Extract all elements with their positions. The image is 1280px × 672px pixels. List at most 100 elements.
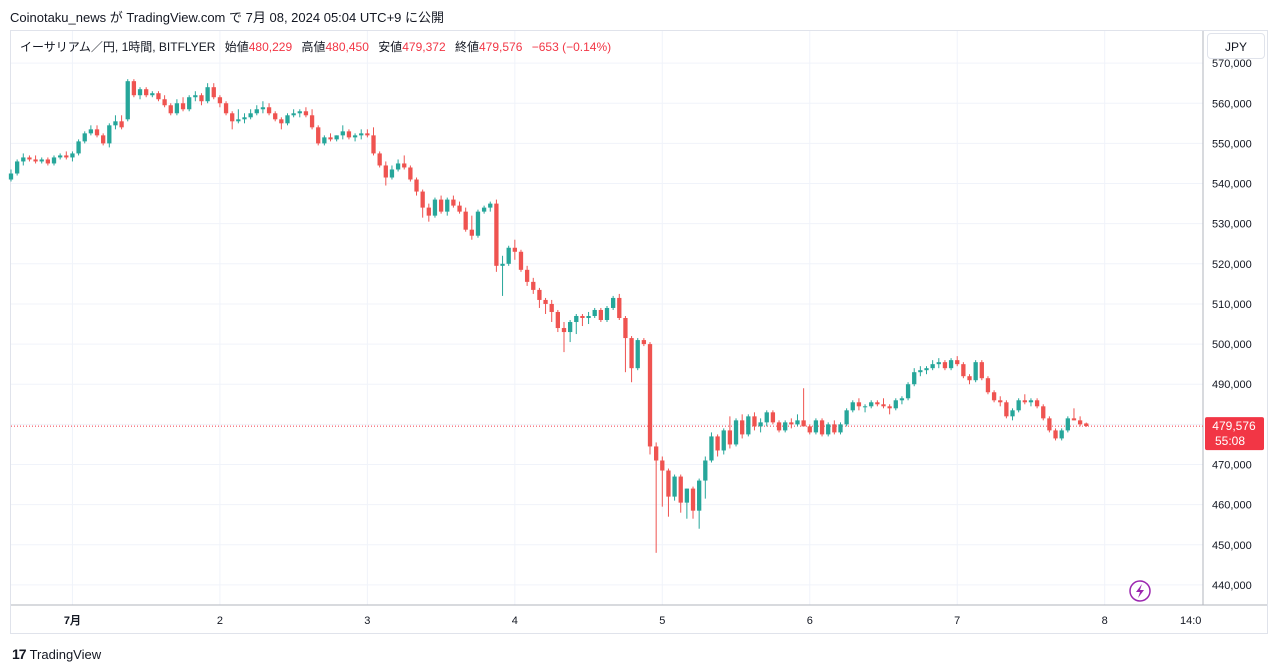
currency-button[interactable]: JPY — [1207, 33, 1265, 59]
candle — [1010, 408, 1015, 421]
candle — [88, 125, 94, 136]
candle — [223, 101, 229, 116]
candle-body — [187, 97, 192, 110]
candle-body — [752, 416, 757, 427]
candle — [887, 404, 892, 415]
candle-body — [500, 263, 505, 266]
candle — [346, 129, 352, 140]
candle — [740, 414, 745, 439]
candle-body — [1004, 402, 1009, 417]
site-name[interactable]: TradingView.com — [126, 10, 226, 25]
symbol-title[interactable]: イーサリアム／円, 1時間, BITFLYER — [20, 40, 216, 54]
candle-body — [789, 422, 794, 425]
candle — [543, 297, 548, 314]
lightning-icon[interactable] — [1129, 580, 1151, 602]
candle — [76, 139, 81, 156]
y-tick-label: 550,000 — [1212, 138, 1252, 150]
candle-body — [826, 424, 831, 435]
candle-body — [475, 211, 481, 236]
candle-body — [629, 338, 634, 369]
candle-body — [524, 269, 530, 282]
candle-body — [850, 402, 855, 411]
candle-body — [875, 402, 880, 405]
candle-body — [76, 141, 81, 154]
candle — [481, 205, 487, 214]
candle-body — [721, 430, 726, 451]
candle-body — [985, 378, 991, 393]
candle — [248, 109, 253, 120]
candle — [199, 93, 204, 106]
candle-body — [279, 119, 284, 124]
candle — [107, 123, 112, 148]
tradingview-logo-icon[interactable]: 17 — [12, 646, 27, 662]
candle — [488, 201, 493, 212]
candle — [156, 91, 161, 102]
candle-body — [359, 133, 364, 136]
candle — [1084, 422, 1089, 427]
candle — [303, 107, 309, 118]
candle-body — [678, 476, 683, 503]
candle-body — [881, 404, 886, 407]
candle — [1077, 416, 1083, 427]
candle — [961, 362, 966, 379]
candle-body — [912, 372, 917, 385]
candle — [604, 305, 610, 323]
y-tick-label: 540,000 — [1212, 179, 1252, 191]
candle-body — [807, 426, 812, 433]
candle — [924, 366, 929, 375]
publish-datetime: 7月 08, 2024 05:04 UTC+9 — [245, 10, 402, 25]
price-tag-box — [1205, 417, 1264, 451]
candle — [998, 396, 1003, 407]
candle — [580, 313, 585, 327]
candle — [912, 368, 917, 387]
candle-body — [549, 303, 554, 312]
candle — [979, 360, 984, 381]
countdown-label: 55:08 — [1215, 434, 1245, 448]
candle — [242, 113, 247, 124]
candle — [125, 79, 130, 122]
candle — [678, 474, 683, 513]
x-tick-label: 3 — [364, 615, 370, 627]
candle-body — [1071, 418, 1077, 421]
candle-body — [82, 133, 87, 142]
candle — [770, 410, 776, 425]
brand-name[interactable]: TradingView — [29, 646, 102, 662]
candle-body — [273, 113, 278, 120]
candle-body — [377, 153, 382, 166]
candle — [697, 478, 702, 529]
y-tick-label: 490,000 — [1212, 379, 1252, 391]
candle-body — [1084, 423, 1089, 427]
candle-body — [531, 281, 536, 290]
candle-body — [660, 460, 665, 471]
candle-body — [58, 155, 63, 158]
candle — [893, 398, 898, 411]
candle — [82, 131, 87, 144]
candle — [985, 376, 991, 395]
candle-body — [998, 400, 1003, 403]
candle-body — [1059, 430, 1064, 439]
lightning-bolt — [1136, 584, 1144, 598]
candle-body — [389, 169, 395, 178]
candle-body — [567, 322, 573, 333]
publisher-name[interactable]: Coinotaku_news — [10, 10, 107, 25]
candle-body — [905, 384, 911, 399]
candle — [94, 125, 100, 138]
candle — [709, 432, 714, 463]
candle — [930, 360, 935, 371]
candle — [291, 109, 296, 118]
y-tick-label: 500,000 — [1212, 339, 1252, 351]
candle — [629, 336, 634, 383]
candle — [1028, 398, 1034, 407]
candle-body — [70, 153, 75, 158]
candle-body — [592, 309, 597, 316]
candle — [1071, 408, 1077, 421]
candle — [420, 189, 425, 218]
candle — [936, 358, 941, 369]
candle — [174, 99, 180, 116]
candle-body — [457, 205, 462, 212]
y-tick-label: 470,000 — [1212, 460, 1252, 472]
candle-body — [291, 113, 296, 116]
candle — [561, 322, 567, 353]
candle-body — [174, 103, 180, 114]
